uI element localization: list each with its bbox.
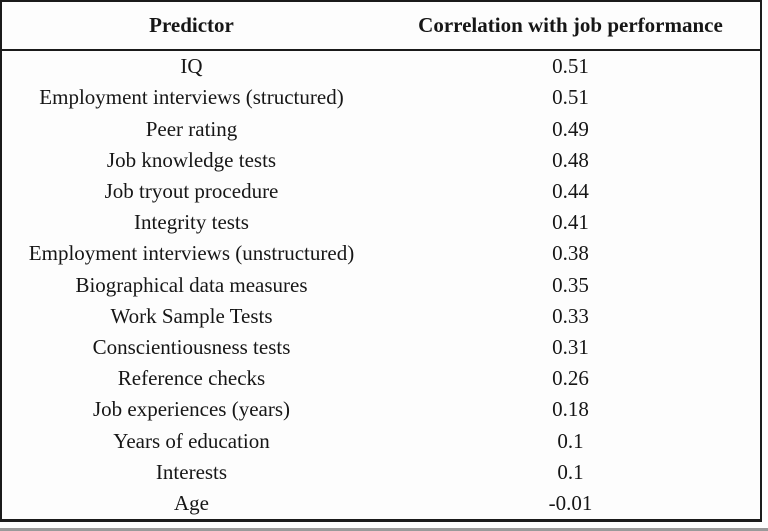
predictor-cell: Integrity tests bbox=[134, 210, 249, 235]
predictor-cell: Interests bbox=[155, 459, 228, 484]
table-body: IQ 0.51 Employment interviews (structured)… bbox=[2, 51, 760, 519]
correlation-cell: 0.48 bbox=[552, 147, 589, 172]
table-row: Job tryout procedure 0.44 bbox=[2, 176, 760, 207]
predictor-cell: Peer rating bbox=[145, 116, 238, 141]
correlation-cell: 0.51 bbox=[552, 54, 589, 79]
correlation-cell: 0.1 bbox=[557, 428, 584, 453]
table-row: Job knowledge tests 0.48 bbox=[2, 145, 760, 176]
table-row: IQ 0.51 bbox=[2, 51, 760, 82]
table-row: Biographical data measures 0.35 bbox=[2, 269, 760, 300]
correlation-cell: 0.35 bbox=[552, 272, 589, 297]
column-header-correlation: Correlation with job performance bbox=[418, 13, 723, 37]
window-bottom-edge bbox=[0, 528, 768, 531]
table-row: Employment interviews (structured) 0.51 bbox=[2, 82, 760, 113]
predictor-cell: Job knowledge tests bbox=[106, 147, 277, 172]
correlation-cell: 0.38 bbox=[552, 241, 589, 266]
correlation-cell: 0.31 bbox=[552, 334, 589, 359]
table-row: Integrity tests 0.41 bbox=[2, 207, 760, 238]
predictor-cell: Employment interviews (structured) bbox=[39, 85, 344, 110]
predictor-cell: Reference checks bbox=[117, 366, 266, 391]
correlation-cell: 0.44 bbox=[552, 178, 589, 203]
correlation-cell: 0.18 bbox=[552, 397, 589, 422]
predictor-cell: Age bbox=[174, 490, 209, 515]
correlation-cell: -0.01 bbox=[548, 490, 593, 515]
correlation-cell: 0.41 bbox=[552, 210, 589, 235]
column-header-predictor: Predictor bbox=[149, 13, 234, 37]
table-row: Age -0.01 bbox=[2, 488, 760, 519]
table-row: Job experiences (years) 0.18 bbox=[2, 394, 760, 425]
correlation-cell: 0.49 bbox=[552, 116, 589, 141]
table-row: Peer rating 0.49 bbox=[2, 113, 760, 144]
table-row: Years of education 0.1 bbox=[2, 425, 760, 456]
predictor-cell: Biographical data measures bbox=[75, 272, 308, 297]
predictor-cell: Employment interviews (unstructured) bbox=[28, 241, 355, 266]
predictor-cell: Job experiences (years) bbox=[92, 397, 291, 422]
correlation-cell: 0.33 bbox=[552, 303, 589, 328]
predictor-cell: Work Sample Tests bbox=[110, 303, 273, 328]
predictor-cell: Job tryout procedure bbox=[104, 178, 279, 203]
correlation-cell: 0.26 bbox=[552, 366, 589, 391]
table-row: Interests 0.1 bbox=[2, 457, 760, 488]
correlation-cell: 0.1 bbox=[557, 459, 584, 484]
table-header-row: Predictor Correlation with job performan… bbox=[2, 2, 760, 51]
correlation-cell: 0.51 bbox=[552, 85, 589, 110]
table-row: Work Sample Tests 0.33 bbox=[2, 301, 760, 332]
table-row: Reference checks 0.26 bbox=[2, 363, 760, 394]
predictor-cell: Years of education bbox=[113, 428, 270, 453]
table-row: Conscientiousness tests 0.31 bbox=[2, 332, 760, 363]
table-row: Employment interviews (unstructured) 0.38 bbox=[2, 238, 760, 269]
correlation-table: Predictor Correlation with job performan… bbox=[0, 0, 762, 522]
predictor-cell: IQ bbox=[180, 54, 203, 79]
predictor-cell: Conscientiousness tests bbox=[92, 334, 291, 359]
